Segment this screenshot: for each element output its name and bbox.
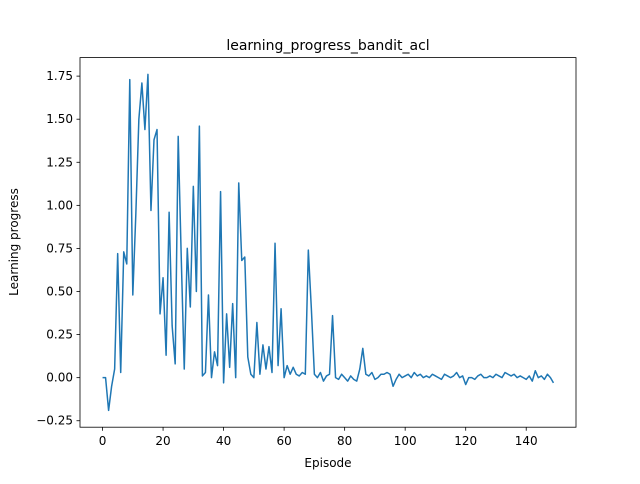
x-tick-label: 60 [276, 434, 291, 448]
y-tick-label: 0.00 [46, 371, 73, 385]
x-tick-label: 0 [99, 434, 107, 448]
x-tick-label: 100 [394, 434, 417, 448]
y-tick-label: 0.75 [46, 241, 73, 255]
y-tick-label: 1.75 [46, 69, 73, 83]
y-tick-label: 1.25 [46, 155, 73, 169]
y-tick-label: 0.25 [46, 328, 73, 342]
x-tick-label: 20 [155, 434, 170, 448]
y-axis-label: Learning progress [7, 188, 21, 296]
y-tick-label: 1.00 [46, 198, 73, 212]
y-tick-label: 1.50 [46, 112, 73, 126]
y-tick-label: −0.25 [36, 414, 73, 428]
x-tick-label: 140 [515, 434, 538, 448]
x-tick-label: 80 [337, 434, 352, 448]
y-tick-label: 0.50 [46, 285, 73, 299]
x-axis-label: Episode [304, 456, 351, 470]
x-tick-label: 120 [454, 434, 477, 448]
data-line [102, 73, 555, 412]
x-tick-label: 40 [216, 434, 231, 448]
plot-frame [79, 57, 577, 428]
chart-title: learning_progress_bandit_acl [226, 38, 429, 54]
